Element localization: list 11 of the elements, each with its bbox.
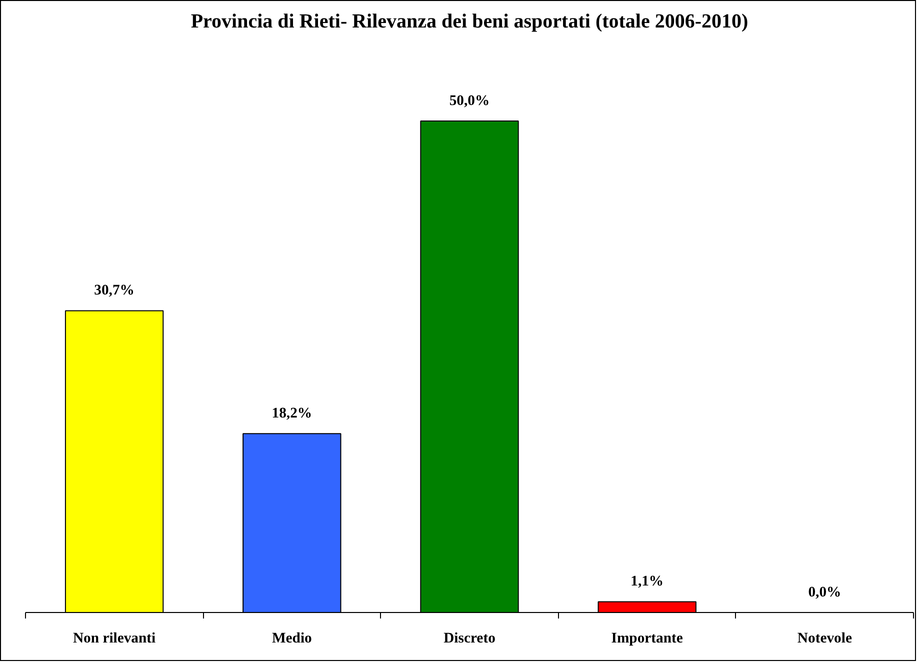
data-label: 18,2%: [272, 406, 312, 422]
data-label: 30,7%: [94, 282, 134, 299]
x-tick-label: Discreto: [444, 630, 496, 646]
chart-title: Provincia di Rieti- Rilevanza dei beni asportati (totale 2006-2010): [190, 10, 748, 32]
data-label: 1,1%: [630, 574, 664, 590]
x-tick-label: Notevole: [797, 630, 852, 646]
data-label: 50,0%: [449, 93, 490, 110]
data-label: 0,0%: [808, 584, 842, 600]
x-tick-label: Medio: [272, 630, 312, 646]
x-tick-label: Non rilevanti: [72, 630, 156, 646]
x-tick-label: Importante: [611, 630, 684, 646]
